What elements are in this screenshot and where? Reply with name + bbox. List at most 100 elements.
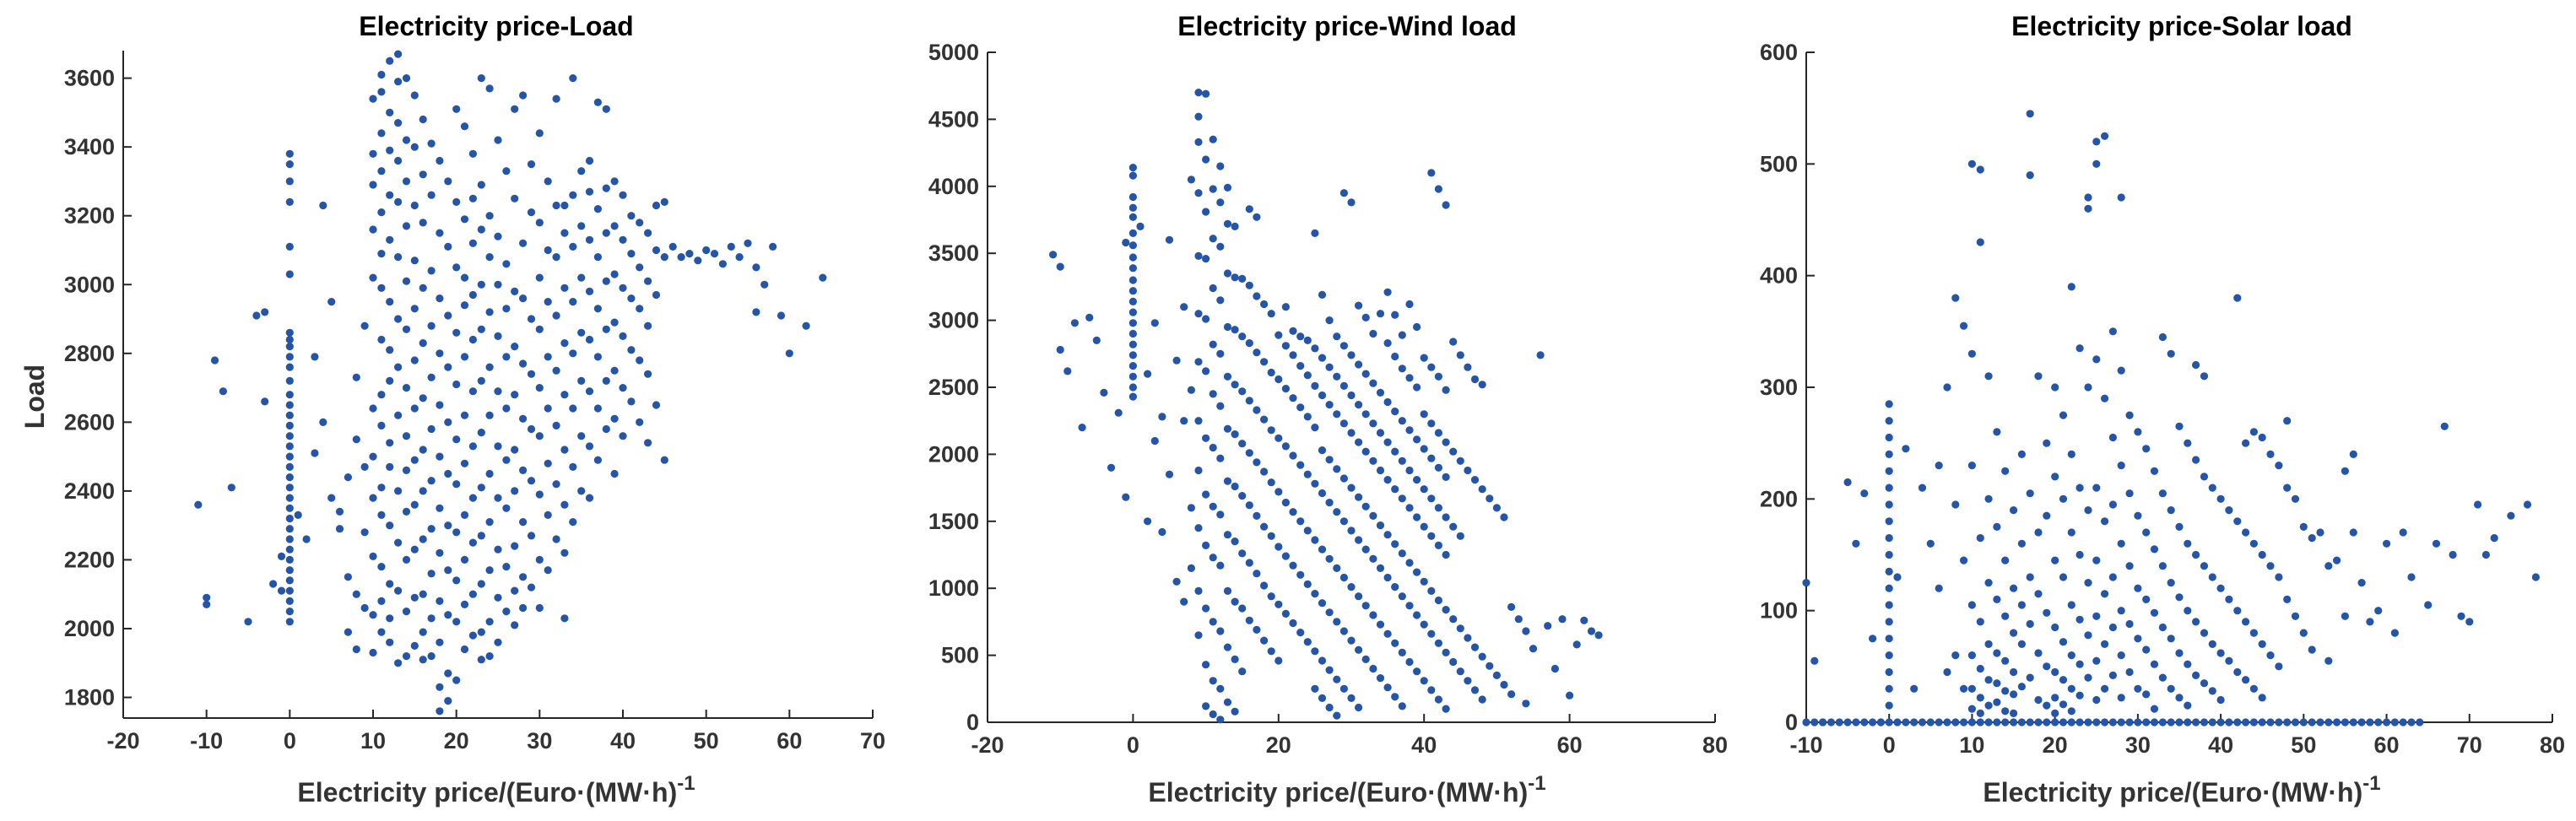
data-point — [485, 618, 494, 626]
data-point — [377, 421, 386, 429]
data-point — [527, 532, 536, 540]
data-point — [1223, 477, 1232, 485]
data-point — [1361, 447, 1370, 456]
data-point — [1238, 604, 1247, 613]
data-point — [1209, 710, 1217, 719]
data-point — [1434, 639, 1442, 647]
data-point — [203, 600, 211, 609]
data-point — [1128, 340, 1137, 348]
data-point — [1456, 532, 1464, 540]
data-point — [319, 201, 327, 210]
data-point — [1935, 462, 1943, 470]
data-point — [1253, 570, 1261, 578]
data-point — [1274, 656, 1283, 665]
data-point — [402, 555, 411, 564]
data-point — [2092, 612, 2101, 620]
data-point — [1216, 716, 1225, 724]
data-point — [1202, 89, 1210, 98]
data-point — [1194, 310, 1203, 318]
data-point — [502, 305, 511, 313]
data-point — [1442, 550, 1450, 559]
data-point — [460, 600, 469, 609]
data-point — [1296, 362, 1305, 370]
data-point — [1128, 241, 1137, 250]
data-point — [502, 456, 511, 464]
data-point — [360, 462, 369, 472]
data-point — [2084, 718, 2092, 726]
data-point — [402, 177, 411, 186]
data-point — [2158, 562, 2167, 570]
data-point — [494, 442, 502, 451]
y-tick-label: 200 — [1760, 486, 1798, 511]
data-point — [660, 456, 668, 464]
data-point — [1238, 667, 1247, 676]
data-point — [2026, 110, 2034, 118]
x-axis-label-exponent: -1 — [1528, 772, 1545, 795]
data-point — [1128, 264, 1137, 273]
data-point — [2184, 607, 2192, 615]
scatter-points — [1049, 89, 1603, 724]
data-point — [2390, 718, 2399, 726]
panel-wind-load: Electricity price-Wind load -20 0 20 40 60 80… — [928, 11, 1728, 807]
data-point — [2010, 584, 2018, 592]
data-point — [436, 683, 444, 691]
data-point — [1420, 410, 1428, 419]
data-point — [2043, 511, 2051, 520]
data-point — [1231, 326, 1239, 334]
data-point — [1594, 631, 1603, 640]
data-point — [1405, 466, 1414, 475]
data-point — [519, 466, 528, 475]
data-point — [460, 411, 469, 419]
data-point — [1464, 466, 1472, 475]
data-point — [252, 311, 261, 320]
data-point — [610, 366, 619, 375]
data-point — [1267, 478, 1275, 487]
data-point — [460, 301, 469, 310]
data-point — [1347, 583, 1356, 591]
data-point — [802, 321, 810, 330]
data-point — [285, 473, 294, 482]
data-point — [1296, 517, 1305, 526]
data-point — [2075, 691, 2084, 699]
data-point — [285, 535, 294, 543]
data-point — [2175, 422, 2184, 430]
data-point — [1339, 342, 1348, 350]
y-tick-label: 2400 — [64, 478, 115, 504]
data-point — [1347, 483, 1356, 492]
data-point — [494, 387, 502, 396]
data-point — [2059, 718, 2068, 726]
data-point — [2043, 439, 2051, 447]
data-point — [2481, 550, 2490, 559]
x-tick-label: 10 — [360, 728, 386, 753]
data-point — [1267, 368, 1275, 377]
data-point — [1951, 718, 1960, 726]
data-point — [1216, 454, 1225, 462]
data-point — [203, 593, 211, 602]
data-point — [1202, 315, 1210, 323]
data-point — [1289, 618, 1297, 628]
data-point — [2349, 718, 2357, 726]
y-tick-label: 400 — [1760, 263, 1798, 289]
data-point — [636, 305, 644, 313]
data-point — [1311, 344, 1319, 353]
data-point — [1318, 446, 1327, 455]
data-point — [1347, 351, 1356, 359]
data-point — [1311, 647, 1319, 656]
data-point — [2299, 718, 2308, 726]
data-point — [1984, 579, 1993, 587]
y-tick-label: 2600 — [64, 409, 115, 435]
data-point — [1442, 606, 1450, 614]
data-point — [577, 432, 586, 440]
chart-title: Electricity price-Wind load — [1177, 11, 1517, 41]
data-point — [1967, 462, 1976, 470]
data-point — [2192, 718, 2200, 726]
data-point — [2390, 629, 2399, 637]
data-point — [1449, 447, 1458, 456]
data-point — [1984, 701, 1993, 710]
data-point — [386, 57, 394, 65]
data-point — [1339, 684, 1348, 693]
data-point — [2134, 584, 2142, 592]
y-tick-label: 1500 — [928, 509, 979, 534]
data-point — [2316, 718, 2324, 726]
data-point — [2249, 629, 2258, 637]
